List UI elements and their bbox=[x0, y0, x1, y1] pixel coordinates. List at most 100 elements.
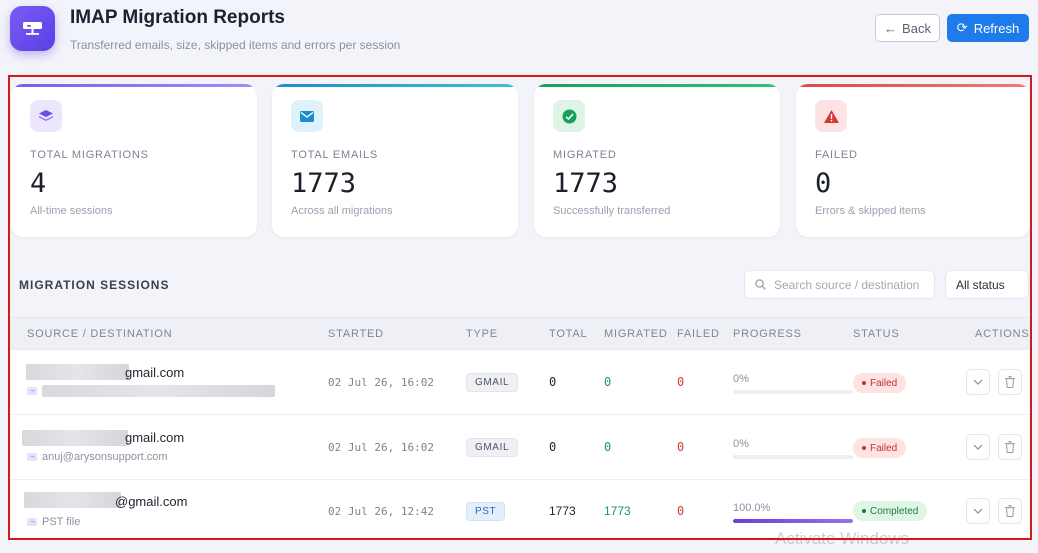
card-accent-bar bbox=[11, 84, 257, 87]
stat-value: 0 bbox=[815, 168, 832, 199]
redacted-source bbox=[24, 492, 121, 508]
column-header-source: SOURCE / DESTINATION bbox=[27, 328, 173, 340]
total-count: 0 bbox=[549, 375, 557, 389]
search-box bbox=[744, 270, 935, 299]
destination: → bbox=[27, 385, 280, 397]
stat-value: 1773 bbox=[553, 168, 619, 199]
redacted-destination bbox=[42, 385, 275, 397]
progress-label: 100.0% bbox=[733, 502, 771, 514]
layers-icon bbox=[30, 100, 62, 132]
stat-label: TOTAL EMAILS bbox=[291, 149, 379, 161]
arrow-left-icon: ← bbox=[884, 20, 898, 36]
delete-button[interactable] bbox=[998, 369, 1022, 395]
stat-label: TOTAL MIGRATIONS bbox=[30, 149, 149, 161]
back-button-label: Back bbox=[902, 20, 931, 36]
migrated-count: 0 bbox=[604, 375, 612, 389]
progress-label: 0% bbox=[733, 438, 749, 450]
column-header-migrated: MIGRATED bbox=[604, 328, 668, 340]
refresh-button-label: Refresh bbox=[973, 20, 1020, 36]
failed-count: 0 bbox=[677, 375, 685, 389]
stat-card-total-migrations: TOTAL MIGRATIONS 4 All-time sessions bbox=[11, 84, 257, 237]
column-header-started: STARTED bbox=[328, 328, 384, 340]
column-header-total: TOTAL bbox=[549, 328, 588, 340]
stat-label: FAILED bbox=[815, 149, 858, 161]
stat-value: 1773 bbox=[291, 168, 357, 199]
destination-text: PST file bbox=[42, 516, 81, 528]
redacted-source bbox=[22, 430, 128, 446]
stat-note: Across all migrations bbox=[291, 205, 393, 217]
stat-note: All-time sessions bbox=[30, 205, 113, 217]
stat-card-total-emails: TOTAL EMAILS 1773 Across all migrations bbox=[272, 84, 518, 237]
chevron-down-icon bbox=[973, 444, 983, 450]
source-email: gmail.com bbox=[125, 365, 185, 380]
destination-text: anuj@arysonsupport.com bbox=[42, 451, 168, 463]
server-icon bbox=[23, 22, 42, 35]
arrow-right-icon: → bbox=[27, 518, 37, 526]
page-subtitle: Transferred emails, size, skipped items … bbox=[70, 38, 401, 52]
trash-icon bbox=[1005, 376, 1015, 388]
status-badge: Completed bbox=[853, 501, 928, 521]
check-circle-icon bbox=[553, 100, 585, 132]
progress-label: 0% bbox=[733, 373, 749, 385]
stat-card-failed: FAILED 0 Errors & skipped items bbox=[796, 84, 1030, 237]
status-dot-icon bbox=[862, 381, 866, 385]
delete-button[interactable] bbox=[998, 434, 1022, 460]
app-logo bbox=[10, 6, 55, 51]
progress-bar bbox=[733, 390, 853, 394]
back-button[interactable]: ← Back bbox=[875, 14, 940, 42]
source-email: gmail.com bbox=[125, 430, 185, 445]
status-text: Completed bbox=[870, 505, 919, 517]
chevron-down-icon bbox=[973, 379, 983, 385]
table-row[interactable]: gmail.com → 02 Jul 26, 16:02 GMAIL 0 0 0… bbox=[10, 350, 1030, 415]
type-badge: PST bbox=[466, 502, 506, 521]
trash-icon bbox=[1005, 505, 1015, 517]
page-title: IMAP Migration Reports bbox=[70, 7, 285, 28]
status-badge: Failed bbox=[853, 438, 907, 458]
table-row[interactable]: gmail.com → anuj@arysonsupport.com 02 Ju… bbox=[10, 415, 1030, 480]
sessions-title: MIGRATION SESSIONS bbox=[19, 278, 170, 292]
column-header-actions: ACTIONS bbox=[975, 328, 1030, 340]
stat-card-migrated: MIGRATED 1773 Successfully transferred bbox=[534, 84, 780, 237]
chevron-down-icon bbox=[973, 508, 983, 514]
destination: → PST file bbox=[27, 516, 80, 528]
failed-count: 0 bbox=[677, 504, 685, 518]
status-dot-icon bbox=[862, 446, 866, 450]
column-header-status: STATUS bbox=[853, 328, 900, 340]
column-header-type: TYPE bbox=[466, 328, 498, 340]
status-filter-value: All status bbox=[956, 277, 1005, 292]
progress-fill bbox=[733, 519, 853, 523]
search-input[interactable] bbox=[774, 277, 934, 292]
warning-icon bbox=[815, 100, 847, 132]
stat-note: Successfully transferred bbox=[553, 205, 671, 217]
arrow-right-icon: → bbox=[27, 387, 37, 395]
failed-count: 0 bbox=[677, 440, 685, 454]
total-count: 0 bbox=[549, 440, 557, 454]
column-header-failed: FAILED bbox=[677, 328, 720, 340]
refresh-button[interactable]: ⟳ Refresh bbox=[947, 14, 1029, 42]
page-header: IMAP Migration Reports Transferred email… bbox=[0, 0, 1038, 76]
card-accent-bar bbox=[534, 84, 780, 87]
delete-button[interactable] bbox=[998, 498, 1022, 524]
stat-value: 4 bbox=[30, 168, 47, 199]
started-time: 02 Jul 26, 12:42 bbox=[328, 505, 434, 518]
search-icon bbox=[755, 279, 766, 290]
table-row[interactable]: @gmail.com → PST file 02 Jul 26, 12:42 P… bbox=[10, 480, 1030, 538]
stat-label: MIGRATED bbox=[553, 149, 617, 161]
started-time: 02 Jul 26, 16:02 bbox=[328, 441, 434, 454]
progress-bar bbox=[733, 455, 853, 459]
type-badge: GMAIL bbox=[466, 438, 519, 457]
started-time: 02 Jul 26, 16:02 bbox=[328, 376, 434, 389]
card-accent-bar bbox=[796, 84, 1030, 87]
migrated-count: 0 bbox=[604, 440, 612, 454]
expand-button[interactable] bbox=[966, 369, 990, 395]
status-filter-select[interactable]: All status bbox=[945, 270, 1029, 299]
expand-button[interactable] bbox=[966, 434, 990, 460]
status-text: Failed bbox=[870, 442, 898, 454]
windows-activation-watermark: Activate Windows bbox=[775, 529, 910, 548]
table-header: SOURCE / DESTINATION STARTED TYPE TOTAL … bbox=[10, 317, 1030, 350]
total-count: 1773 bbox=[549, 504, 576, 518]
expand-button[interactable] bbox=[966, 498, 990, 524]
status-dot-icon bbox=[862, 509, 866, 513]
refresh-icon: ⟳ bbox=[956, 20, 968, 35]
progress-bar bbox=[733, 519, 853, 523]
